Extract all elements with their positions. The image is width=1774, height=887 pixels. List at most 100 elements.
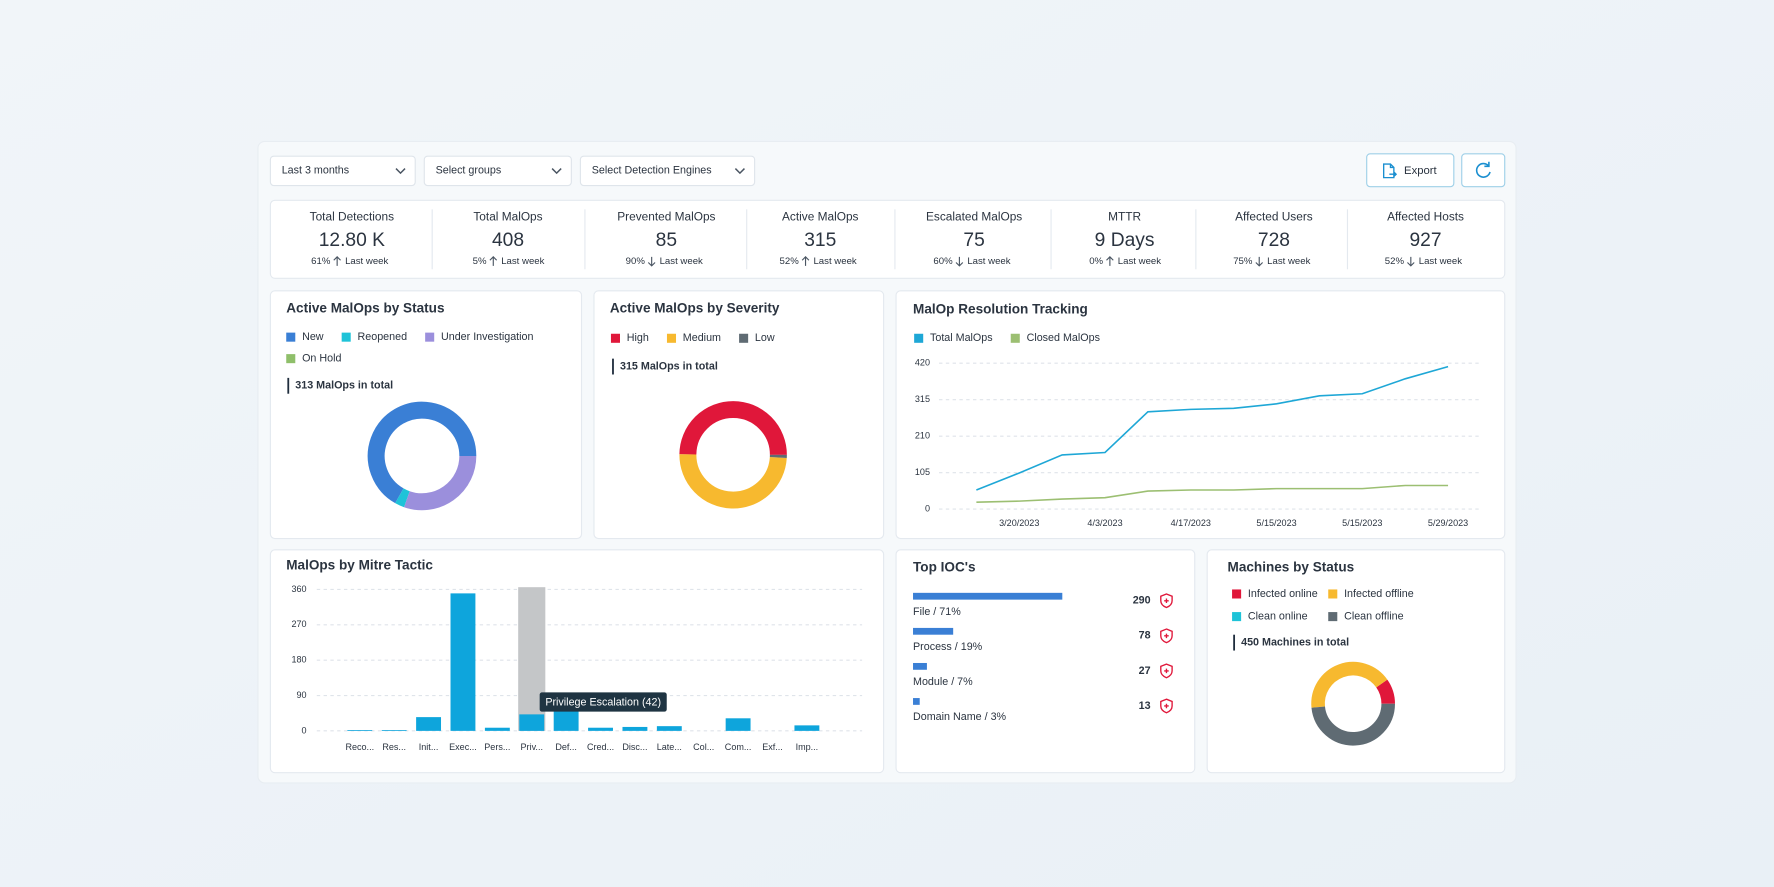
donut-segment [1311,661,1388,708]
legend-swatch [1232,612,1242,622]
x-tick-label: Com... [725,742,752,752]
legend-label: Infected offline [1344,588,1414,600]
refresh-button[interactable] [1461,153,1506,188]
dropdown-label: Select Detection Engines [592,165,712,177]
chart-title: Active MalOps by Status [286,300,444,315]
x-tick-label: Init... [419,742,439,752]
y-tick-label: 90 [297,690,307,700]
bar [519,714,545,731]
y-tick-label: 105 [915,467,930,477]
hbar [913,592,1063,600]
kpi-value: 9 Days [1095,230,1155,251]
dropdown[interactable]: Select Detection Engines [579,155,756,187]
bar [588,727,613,731]
bar [381,730,407,731]
bar [347,730,373,731]
tooltip-box [539,692,667,712]
kpi-card [269,199,1506,279]
x-tick-label: 4/17/2023 [1171,518,1211,528]
x-tick-label: Reco... [345,742,374,752]
kpi-period: Last week [1267,256,1310,267]
tooltip: Privilege Escalation (42) [539,692,667,712]
category-label: Process / 19% [913,641,983,653]
category-label: Module / 7% [913,676,973,688]
total-label: 450 Machines in total [1241,636,1349,648]
kpi-change: 90% [626,256,646,267]
kpi-change: 75% [1233,256,1253,267]
kpi-arrow [801,256,810,266]
dropdown-box [269,155,416,187]
legend-swatch [286,354,296,364]
legend-label: High [627,332,649,344]
shield-icon [1160,698,1173,714]
donut-segment [679,401,787,456]
kpi-period: Last week [345,256,388,267]
donut-segment [404,455,477,511]
kpi-period: Last week [1419,256,1462,267]
kpi-label: Total Detections [310,209,394,223]
kpi-value: 75 [963,230,984,251]
kpi-change: 61% [311,256,331,267]
legend-label: Low [755,332,775,344]
kpi-change: 52% [780,256,800,267]
kpi-value: 315 [804,230,836,251]
kpi-change: 60% [933,256,953,267]
card [895,290,1506,540]
export-box [1366,153,1455,188]
hbar [913,698,920,705]
bar [450,593,476,731]
kpi-label: Affected Hosts [1387,209,1464,223]
dropdown-box [423,155,572,187]
legend-label: Clean online [1248,610,1308,622]
legend-label: Clean offline [1344,610,1404,622]
x-tick-label: Cred... [587,742,614,752]
y-tick-label: 0 [302,725,307,735]
export-icon [1382,163,1398,179]
x-tick-label: Exf... [762,742,783,752]
value-label: 78 [1139,630,1151,642]
kpi-arrow [1407,256,1415,267]
dropdown[interactable]: Last 3 months [269,155,416,187]
x-tick-label: Disc... [622,742,647,752]
kpi-period: Last week [660,256,703,267]
kpi-change: 5% [473,256,487,267]
kpi-arrow [647,256,656,267]
dropdown[interactable]: Select groups [423,155,572,187]
y-tick-label: 420 [915,358,930,368]
y-tick-label: 210 [915,431,930,441]
export-label: Export [1404,165,1438,177]
kpi-change: 52% [1385,256,1405,267]
donut-segment [1376,679,1395,705]
chevron [734,168,745,175]
bar [725,718,751,731]
bar [484,727,510,731]
line-series [976,365,1449,491]
kpi-label: Escalated MalOps [926,209,1022,223]
x-tick-label: Pers... [484,742,510,752]
chart-title: Machines by Status [1228,560,1355,575]
legend-label: Medium [683,332,721,344]
kpi-arrow [333,256,341,266]
kpi-change: 0% [1089,256,1103,267]
x-tick-label: 5/15/2023 [1342,518,1382,528]
export-button[interactable]: Export [1366,153,1455,188]
tooltip-label: Privilege Escalation (42) [545,696,661,708]
bar [416,717,442,731]
kpi-label: Affected Users [1235,209,1313,223]
bar [622,726,648,731]
shield-icon [1160,663,1173,679]
legend-label: Under Investigation [441,331,534,343]
legend-label: New [302,331,324,343]
kpi-arrow [489,256,498,266]
refresh-icon [1475,161,1491,178]
legend-label: Infected online [1248,588,1318,600]
x-tick-label: Col... [693,742,714,752]
shield-icon [1160,628,1173,644]
chart-title: Top IOC's [913,560,976,575]
bar [794,725,820,731]
x-tick-label: Exec... [449,742,477,752]
bar [553,711,579,731]
legend-swatch [286,332,296,342]
legend-swatch [1010,333,1020,343]
